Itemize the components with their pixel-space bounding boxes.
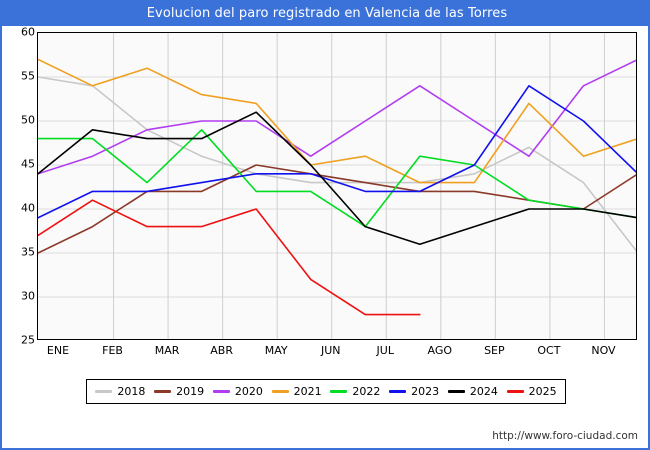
series-line-2025 [38, 199, 421, 316]
y-axis-tick-label: 30 [21, 289, 35, 303]
source-url: http://www.foro-ciudad.com [492, 430, 638, 442]
legend-item-label: 2020 [234, 385, 263, 398]
legend-swatch-icon [95, 390, 113, 393]
legend-item-2019[interactable]: 2019 [154, 385, 204, 398]
y-axis-tick-label: 55 [21, 69, 35, 83]
legend-swatch-icon [271, 390, 289, 393]
legend-item-label: 2023 [411, 385, 440, 398]
series-line-2020 [38, 59, 636, 175]
legend-item-label: 2018 [117, 385, 146, 398]
series-line-2018 [38, 76, 636, 252]
y-axis-tick-label: 50 [21, 113, 35, 127]
x-axis-tick-label: SEP [484, 344, 505, 357]
x-axis-tick-label: AGO [427, 344, 453, 357]
legend-item-label: 2025 [528, 385, 557, 398]
x-axis-tick-label: ENE [46, 344, 70, 357]
series-line-2024 [38, 111, 636, 245]
x-axis-tick-label: JUL [376, 344, 394, 357]
y-axis-tick-label: 40 [21, 201, 35, 215]
legend-item-label: 2022 [352, 385, 381, 398]
legend-item-label: 2019 [176, 385, 205, 398]
legend-item-2021[interactable]: 2021 [271, 385, 322, 398]
chart-legend: 2018 2019 2020 2021 2022 2023 2024 2025 [86, 379, 566, 404]
y-axis-tick-label: 45 [21, 157, 35, 171]
x-axis-tick-label: OCT [537, 344, 561, 357]
series-line-2022 [38, 129, 636, 228]
plot-area [37, 32, 637, 340]
y-axis-tick-label: 25 [21, 333, 35, 347]
legend-swatch-icon [330, 390, 348, 393]
x-axis-tick-label: ABR [210, 344, 233, 357]
page-title: Evolucion del paro registrado en Valenci… [146, 5, 508, 21]
series-lines [38, 58, 636, 316]
series-line-2021 [38, 58, 636, 184]
series-line-2023 [38, 84, 636, 219]
legend-swatch-icon [154, 390, 172, 393]
legend-item-2023[interactable]: 2023 [389, 385, 439, 398]
legend-swatch-icon [447, 390, 465, 393]
legend-item-2025[interactable]: 2025 [506, 385, 557, 398]
chart-region: 60 55 50 45 40 35 30 25 ENE FEB MAR ABR MAY JUN JUL AG… [2, 26, 648, 366]
legend-swatch-icon [506, 390, 524, 393]
window-title-bar: Evolucion del paro registrado en Valenci… [2, 0, 648, 26]
y-axis-tick-label: 60 [21, 25, 35, 39]
y-axis-ticks: 60 55 50 45 40 35 30 25 [2, 26, 35, 347]
x-axis-tick-label: NOV [591, 344, 616, 357]
y-axis-tick-label: 35 [21, 245, 35, 259]
legend-swatch-icon [389, 390, 407, 393]
x-axis-tick-label: FEB [102, 344, 123, 357]
x-axis-ticks: ENEFEBMARABRMAYJUNJULAGOSEPOCTNOVDIC [37, 342, 637, 364]
legend-item-2020[interactable]: 2020 [212, 385, 263, 398]
x-axis-tick-label: MAY [264, 344, 288, 357]
x-axis-tick-label: MAR [154, 344, 180, 357]
legend-item-2022[interactable]: 2022 [330, 385, 380, 398]
legend-item-2018[interactable]: 2018 [95, 385, 145, 398]
legend-item-2024[interactable]: 2024 [447, 385, 498, 398]
x-axis-tick-label: JUN [320, 344, 341, 357]
legend-item-label: 2021 [293, 385, 322, 398]
legend-item-label: 2024 [469, 385, 498, 398]
legend-swatch-icon [212, 390, 230, 393]
